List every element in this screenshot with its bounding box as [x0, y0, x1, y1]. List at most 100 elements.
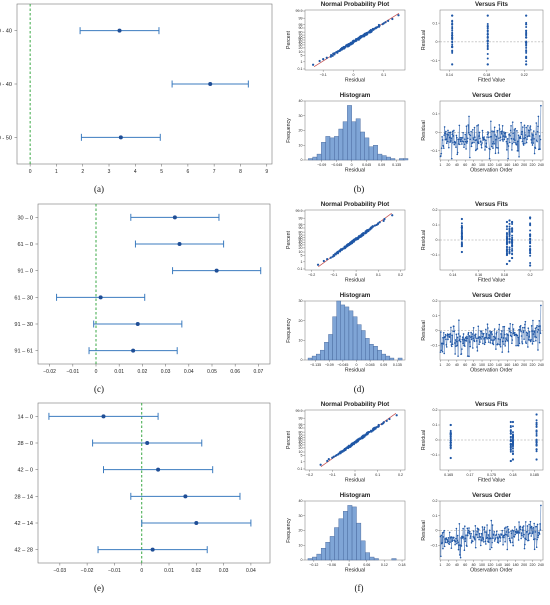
order-point: [515, 333, 518, 336]
order-point: [464, 540, 467, 543]
order-point: [503, 534, 506, 537]
x-tick-label: 0.02: [138, 369, 148, 375]
histogram-bar: [320, 548, 326, 561]
residual-plots-d: Normal Probability Plot Residual Percent −0…: [286, 201, 544, 374]
order-point: [469, 336, 472, 338]
normal-point: [366, 229, 369, 232]
order-point: [474, 333, 477, 336]
order-point: [462, 333, 465, 335]
normal-point: [391, 214, 394, 217]
order-point: [512, 544, 514, 547]
fits-point: [525, 25, 528, 28]
order-point: [473, 537, 476, 540]
normal-point: [362, 231, 365, 235]
order-point: [450, 345, 453, 348]
order-point: [502, 337, 505, 339]
order-point: [484, 145, 487, 148]
order-point: [518, 532, 521, 534]
order-point: [471, 347, 474, 349]
order-point: [539, 148, 541, 150]
order-point: [493, 530, 496, 533]
order-point: [445, 138, 448, 141]
fits-point: [535, 425, 538, 428]
fits-point: [529, 224, 532, 227]
subplot-title: Normal Probability Plot: [321, 201, 389, 208]
estimate-point: [118, 135, 123, 140]
order-point: [458, 124, 461, 127]
histogram-bar: [340, 304, 346, 361]
order-point: [485, 333, 488, 335]
fits-point: [508, 227, 511, 230]
histogram-bar: [368, 146, 374, 161]
order-point: [537, 328, 540, 331]
order-point: [535, 122, 538, 124]
order-point: [498, 323, 501, 326]
x-tick-label: −0.135: [310, 363, 321, 367]
order-point: [453, 143, 456, 146]
order-point: [464, 345, 466, 347]
order-point: [526, 525, 529, 527]
order-point: [452, 330, 454, 333]
order-point: [532, 526, 535, 529]
order-point: [487, 541, 490, 543]
histogram-bar: [344, 306, 350, 361]
order-point: [451, 130, 454, 133]
order-point: [533, 522, 535, 525]
order-point: [445, 142, 448, 145]
fits-point: [511, 234, 514, 237]
subplot-frame: [439, 100, 544, 161]
y-tick-label: 20: [299, 246, 303, 250]
order-point: [493, 534, 495, 536]
order-point: [446, 541, 448, 544]
y-axis-label: Frequency: [286, 518, 292, 543]
order-point: [469, 530, 471, 533]
histogram-bar: [390, 158, 396, 161]
fits-point: [529, 261, 532, 264]
order-point: [494, 134, 496, 136]
order-point: [527, 327, 530, 330]
order-point: [479, 137, 481, 140]
normal-point: [369, 29, 372, 32]
fits-point: [508, 248, 511, 251]
fits-point: [451, 25, 454, 28]
normal-point: [363, 32, 366, 35]
order-point: [503, 343, 505, 345]
order-point: [507, 351, 510, 353]
x-tick-label: 40: [455, 563, 459, 567]
order-point: [483, 528, 485, 531]
order-point: [501, 124, 504, 127]
fits-point: [529, 216, 532, 219]
y-tick-label: 10: [299, 250, 303, 254]
fits-point: [509, 430, 512, 433]
y-tick-label: 0: [436, 529, 438, 533]
order-point: [484, 540, 487, 543]
order-point: [530, 525, 533, 528]
order-point: [481, 335, 484, 338]
histogram-bar: [329, 137, 335, 161]
y-tick-label: 40: [299, 441, 303, 445]
order-point: [451, 539, 454, 541]
histogram-bar: [324, 342, 329, 361]
order-point: [491, 142, 494, 145]
x-tick-label: 0.05: [207, 369, 217, 375]
order-point: [444, 132, 446, 135]
estimate-point: [117, 28, 122, 33]
y-axis-label: Residual: [421, 120, 427, 140]
order-point: [506, 138, 509, 140]
x-tick-label: 60: [463, 563, 467, 567]
x-tick-label: 0.14: [446, 73, 453, 77]
order-point: [522, 144, 525, 146]
order-point: [456, 344, 459, 347]
normal-point: [325, 56, 328, 59]
fits-point: [486, 46, 489, 49]
order-point: [530, 340, 532, 343]
y-tick-label: 20: [299, 446, 303, 450]
order-point: [538, 320, 541, 322]
fits-point: [460, 230, 463, 233]
order-point: [473, 340, 476, 343]
y-tick-label: 99.9: [296, 209, 303, 213]
normal-point: [391, 17, 394, 21]
order-point: [439, 535, 442, 538]
order-point: [512, 132, 514, 135]
